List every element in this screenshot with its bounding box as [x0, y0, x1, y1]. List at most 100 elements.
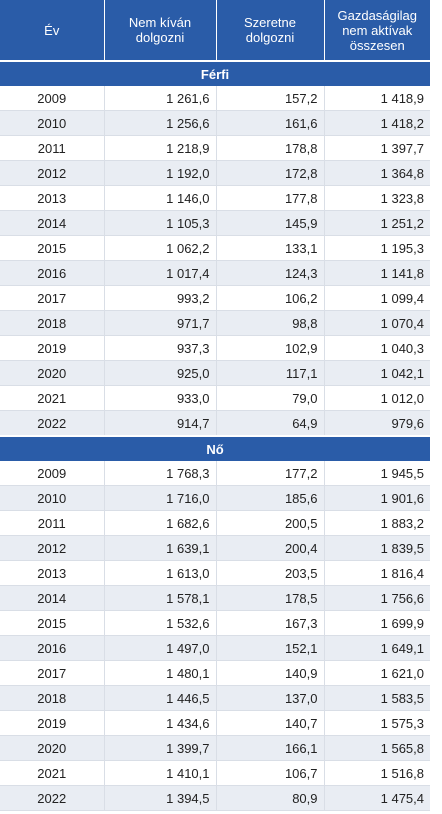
table-header: Év Nem kíván dolgozni Szeretne dolgozni … — [0, 0, 430, 61]
nowork-cell: 1 261,6 — [104, 86, 217, 111]
table-row: 2010 1 716,0 185,6 1 901,6 — [0, 485, 430, 511]
nowork-cell: 1 434,6 — [104, 710, 217, 736]
header-row: Év Nem kíván dolgozni Szeretne dolgozni … — [0, 0, 430, 61]
wantwork-cell: 203,5 — [216, 560, 325, 586]
year-cell: 2018 — [0, 310, 105, 336]
total-cell: 1 195,3 — [324, 235, 430, 261]
data-table-container: Év Nem kíván dolgozni Szeretne dolgozni … — [0, 0, 430, 811]
wantwork-cell: 178,8 — [216, 135, 325, 161]
nowork-cell: 937,3 — [104, 335, 217, 361]
nowork-cell: 1 613,0 — [104, 560, 217, 586]
year-cell: 2017 — [0, 285, 105, 311]
table-row: 2009 1 768,3 177,2 1 945,5 — [0, 461, 430, 486]
wantwork-cell: 157,2 — [216, 86, 325, 111]
wantwork-cell: 178,5 — [216, 585, 325, 611]
total-cell: 1 516,8 — [324, 760, 430, 786]
nowork-cell: 1 497,0 — [104, 635, 217, 661]
year-cell: 2020 — [0, 360, 105, 386]
total-cell: 1 042,1 — [324, 360, 430, 386]
total-cell: 1 040,3 — [324, 335, 430, 361]
wantwork-cell: 117,1 — [216, 360, 325, 386]
wantwork-cell: 172,8 — [216, 160, 325, 186]
table-row: 2013 1 613,0 203,5 1 816,4 — [0, 560, 430, 586]
table-row: 2012 1 639,1 200,4 1 839,5 — [0, 535, 430, 561]
table-row: 2020 925,0 117,1 1 042,1 — [0, 360, 430, 386]
year-cell: 2019 — [0, 710, 105, 736]
total-cell: 1 397,7 — [324, 135, 430, 161]
year-cell: 2021 — [0, 385, 105, 411]
table-row: 2010 1 256,6 161,6 1 418,2 — [0, 110, 430, 136]
section-label: Férfi — [0, 60, 430, 86]
total-cell: 1 649,1 — [324, 635, 430, 661]
year-cell: 2009 — [0, 461, 105, 486]
table-row: 2013 1 146,0 177,8 1 323,8 — [0, 185, 430, 211]
nowork-cell: 1 480,1 — [104, 660, 217, 686]
wantwork-cell: 200,5 — [216, 510, 325, 536]
total-cell: 1 323,8 — [324, 185, 430, 211]
table-row: 2014 1 578,1 178,5 1 756,6 — [0, 585, 430, 611]
wantwork-cell: 64,9 — [216, 410, 325, 437]
nowork-cell: 925,0 — [104, 360, 217, 386]
total-cell: 1 475,4 — [324, 785, 430, 811]
nowork-cell: 933,0 — [104, 385, 217, 411]
nowork-cell: 1 532,6 — [104, 610, 217, 636]
table-row: 2021 1 410,1 106,7 1 516,8 — [0, 760, 430, 786]
year-cell: 2012 — [0, 160, 105, 186]
nowork-cell: 1 218,9 — [104, 135, 217, 161]
year-cell: 2018 — [0, 685, 105, 711]
nowork-cell: 1 446,5 — [104, 685, 217, 711]
wantwork-cell: 185,6 — [216, 485, 325, 511]
total-cell: 1 839,5 — [324, 535, 430, 561]
total-cell: 1 945,5 — [324, 461, 430, 486]
total-cell: 1 883,2 — [324, 510, 430, 536]
table-row: 2021 933,0 79,0 1 012,0 — [0, 385, 430, 411]
table-row: 2014 1 105,3 145,9 1 251,2 — [0, 210, 430, 236]
year-cell: 2013 — [0, 185, 105, 211]
wantwork-cell: 161,6 — [216, 110, 325, 136]
nowork-cell: 1 639,1 — [104, 535, 217, 561]
table-row: 2020 1 399,7 166,1 1 565,8 — [0, 735, 430, 761]
total-cell: 1 251,2 — [324, 210, 430, 236]
wantwork-cell: 79,0 — [216, 385, 325, 411]
table-row: 2018 971,7 98,8 1 070,4 — [0, 310, 430, 336]
header-wantwork: Szeretne dolgozni — [216, 0, 325, 61]
wantwork-cell: 200,4 — [216, 535, 325, 561]
wantwork-cell: 98,8 — [216, 310, 325, 336]
total-cell: 1 418,9 — [324, 86, 430, 111]
table-row: 2018 1 446,5 137,0 1 583,5 — [0, 685, 430, 711]
nowork-cell: 1 062,2 — [104, 235, 217, 261]
header-nowork: Nem kíván dolgozni — [104, 0, 217, 61]
year-cell: 2011 — [0, 510, 105, 536]
year-cell: 2014 — [0, 585, 105, 611]
year-cell: 2022 — [0, 785, 105, 811]
table-row: 2011 1 682,6 200,5 1 883,2 — [0, 510, 430, 536]
table-row: 2019 937,3 102,9 1 040,3 — [0, 335, 430, 361]
nowork-cell: 1 017,4 — [104, 260, 217, 286]
nowork-cell: 914,7 — [104, 410, 217, 437]
total-cell: 1 012,0 — [324, 385, 430, 411]
wantwork-cell: 177,2 — [216, 461, 325, 486]
year-cell: 2014 — [0, 210, 105, 236]
total-cell: 1 901,6 — [324, 485, 430, 511]
year-cell: 2012 — [0, 535, 105, 561]
nowork-cell: 1 399,7 — [104, 735, 217, 761]
wantwork-cell: 166,1 — [216, 735, 325, 761]
table-row: 2017 993,2 106,2 1 099,4 — [0, 285, 430, 311]
year-cell: 2015 — [0, 610, 105, 636]
table-row: 2017 1 480,1 140,9 1 621,0 — [0, 660, 430, 686]
total-cell: 1 699,9 — [324, 610, 430, 636]
header-year: Év — [0, 0, 105, 61]
total-cell: 1 418,2 — [324, 110, 430, 136]
table-row: 2011 1 218,9 178,8 1 397,7 — [0, 135, 430, 161]
wantwork-cell: 145,9 — [216, 210, 325, 236]
wantwork-cell: 106,7 — [216, 760, 325, 786]
total-cell: 1 575,3 — [324, 710, 430, 736]
year-cell: 2016 — [0, 635, 105, 661]
wantwork-cell: 152,1 — [216, 635, 325, 661]
section-male: Férfi 2009 1 261,6 157,2 1 418,9 2010 1 256,6 1… — [0, 60, 430, 437]
year-cell: 2013 — [0, 560, 105, 586]
year-cell: 2017 — [0, 660, 105, 686]
year-cell: 2009 — [0, 86, 105, 111]
total-cell: 1 099,4 — [324, 285, 430, 311]
table-row: 2016 1 017,4 124,3 1 141,8 — [0, 260, 430, 286]
